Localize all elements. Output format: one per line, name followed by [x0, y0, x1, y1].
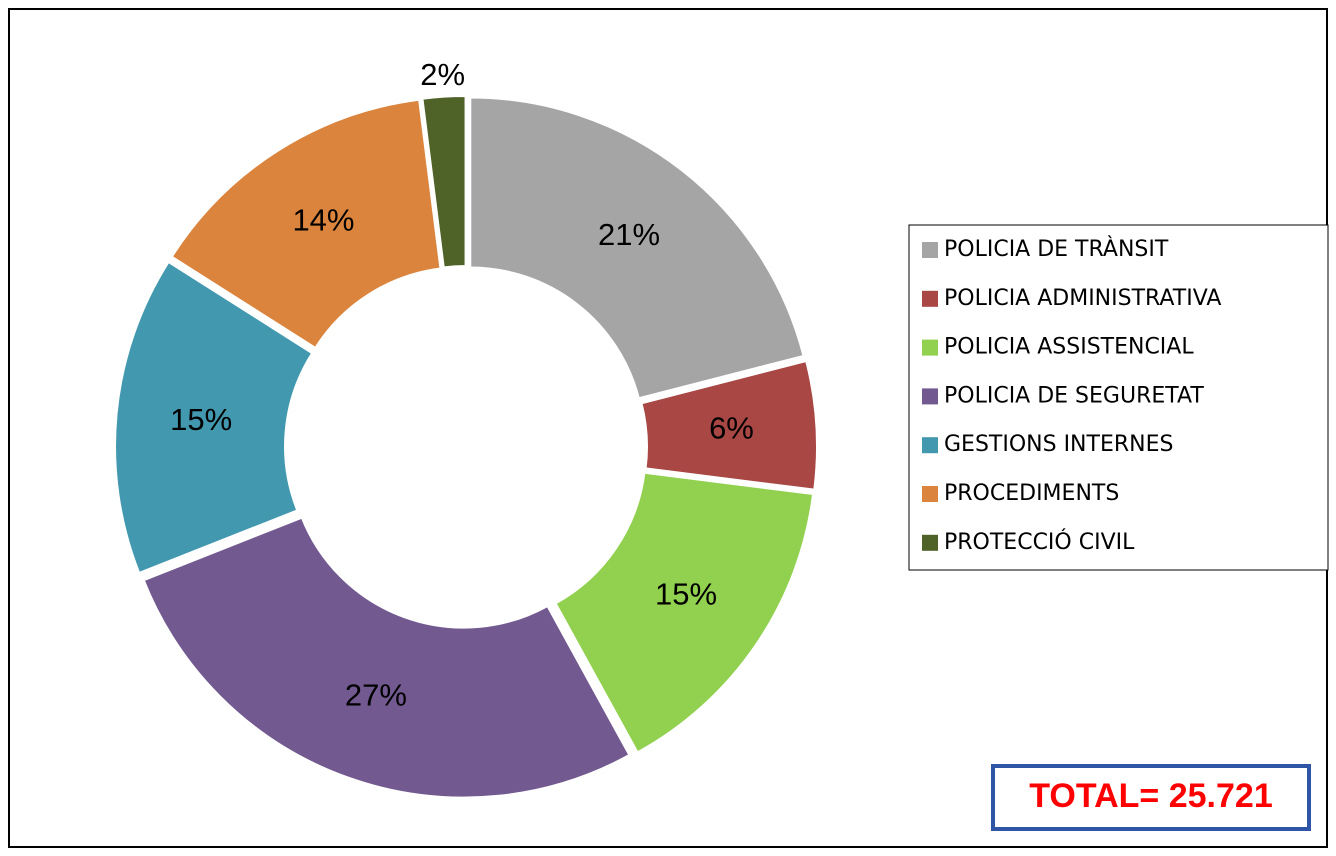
- legend-marker: [922, 388, 938, 405]
- legend-marker: [922, 290, 938, 307]
- data-label: 15%: [655, 577, 717, 612]
- donut-slice: [469, 96, 805, 400]
- legend-box: [908, 224, 1329, 571]
- data-label: 14%: [292, 203, 354, 238]
- donut-slice: [142, 516, 631, 799]
- legend-marker: [922, 339, 938, 356]
- legend-label: GESTIONS INTERNES: [944, 432, 1173, 457]
- legend-marker: [922, 486, 938, 502]
- data-label: 2%: [420, 57, 465, 92]
- legend-label: POLICIA DE SEGURETAT: [944, 383, 1204, 408]
- data-label: 6%: [709, 410, 754, 445]
- legend-marker: [922, 242, 938, 258]
- donut-slice: [421, 95, 467, 269]
- legend-label: POLICIA DE TRÀNSIT: [944, 236, 1169, 262]
- legend-marker: [922, 437, 938, 454]
- data-label: 15%: [170, 402, 232, 437]
- legend-label: PROCEDIMENTS: [944, 481, 1119, 506]
- legend-label: POLICIA ADMINISTRATIVA: [944, 286, 1221, 311]
- data-label: 21%: [598, 217, 660, 252]
- legend-label: PROTECCIÓ CIVIL: [944, 529, 1135, 555]
- legend-marker: [922, 534, 938, 551]
- total-annotation: TOTAL= 25.721: [1029, 777, 1272, 815]
- donut-slice: [114, 260, 314, 575]
- donut-slice: [170, 98, 442, 350]
- donut-slice: [640, 359, 818, 491]
- data-label: 27%: [345, 677, 407, 712]
- legend-label: POLICIA ASSISTENCIAL: [944, 335, 1194, 360]
- total-box: [991, 764, 1311, 831]
- donut-slice: [554, 471, 815, 754]
